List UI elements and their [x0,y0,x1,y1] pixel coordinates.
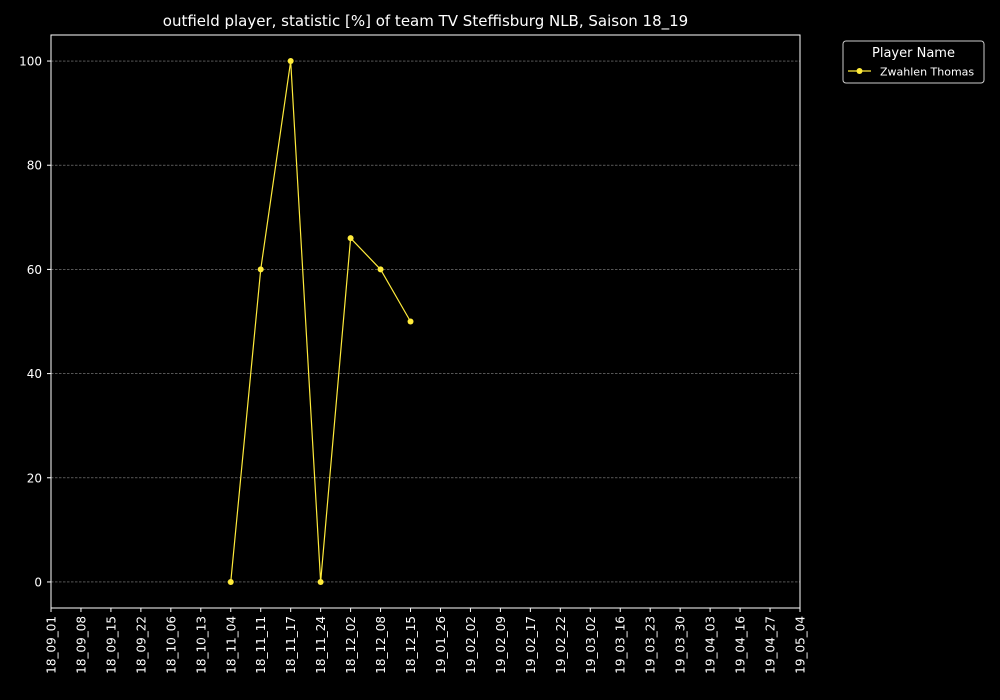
series-line [230,60,412,583]
x-tick-label: 18_10_06 [164,616,178,674]
x-tick-label: 18_10_13 [194,616,208,674]
line-layer [227,58,414,585]
x-tick-label: 18_12_02 [344,616,358,674]
x-tick-label: 18_09_01 [45,616,59,674]
data-point [407,318,414,325]
data-point [227,578,234,585]
x-tick-label: 18_11_24 [314,616,328,674]
plot-frame [50,34,801,609]
x-tick-label: 18_11_04 [224,616,238,674]
data-point [257,266,264,273]
x-tick-label: 18_09_22 [134,616,148,674]
legend-entry-label: Zwahlen Thomas [880,66,974,79]
x-tick-label: 18_09_15 [104,616,118,674]
legend-box [842,40,985,84]
x-tick-label: 19_01_26 [434,616,448,674]
data-point [347,235,354,242]
x-tick-label: 19_04_03 [704,616,718,674]
x-tick-label: 19_04_16 [734,616,748,674]
x-tick-label: 19_03_16 [614,616,628,674]
x-tick-label: 19_04_27 [764,616,778,674]
x-tick-label: 19_02_02 [464,616,478,674]
x-tick-label: 18_09_08 [74,616,88,674]
legend: Player Name Zwahlen Thomas [842,40,985,84]
x-tick-label: 18_11_11 [254,616,268,674]
x-tick-label: 19_03_02 [584,616,598,674]
x-tick-label: 19_02_09 [494,616,508,674]
x-tick-label: 19_02_17 [524,616,538,674]
y-tick-label: 0 [34,575,42,589]
y-tick-label: 100 [19,55,42,69]
axes-layer: 0 20 40 60 80 100 18_09_01 18_09_08 18_09_15 18_0… [19,34,808,674]
x-tick-label: 19_02_22 [554,616,568,674]
x-tick-label: 18_12_15 [404,616,418,674]
x-tick-label: 19_05_04 [794,616,808,674]
legend-title: Player Name [872,46,955,61]
data-point [377,266,384,273]
data-point [287,58,294,65]
y-tick-label: 20 [27,471,42,485]
data-point [317,578,324,585]
y-tick-label: 40 [27,367,42,381]
chart-title: outfield player, statistic [%] of team T… [163,12,688,31]
x-tick-label: 18_12_08 [374,616,388,674]
x-tick-label: 19_03_23 [644,616,658,674]
x-tick-label: 18_11_17 [284,616,298,674]
grid-layer [51,60,800,583]
y-tick-label: 80 [27,159,42,173]
x-tick-label: 19_03_30 [674,616,688,674]
legend-marker-swatch [856,68,863,74]
y-tick-label: 60 [27,263,42,277]
